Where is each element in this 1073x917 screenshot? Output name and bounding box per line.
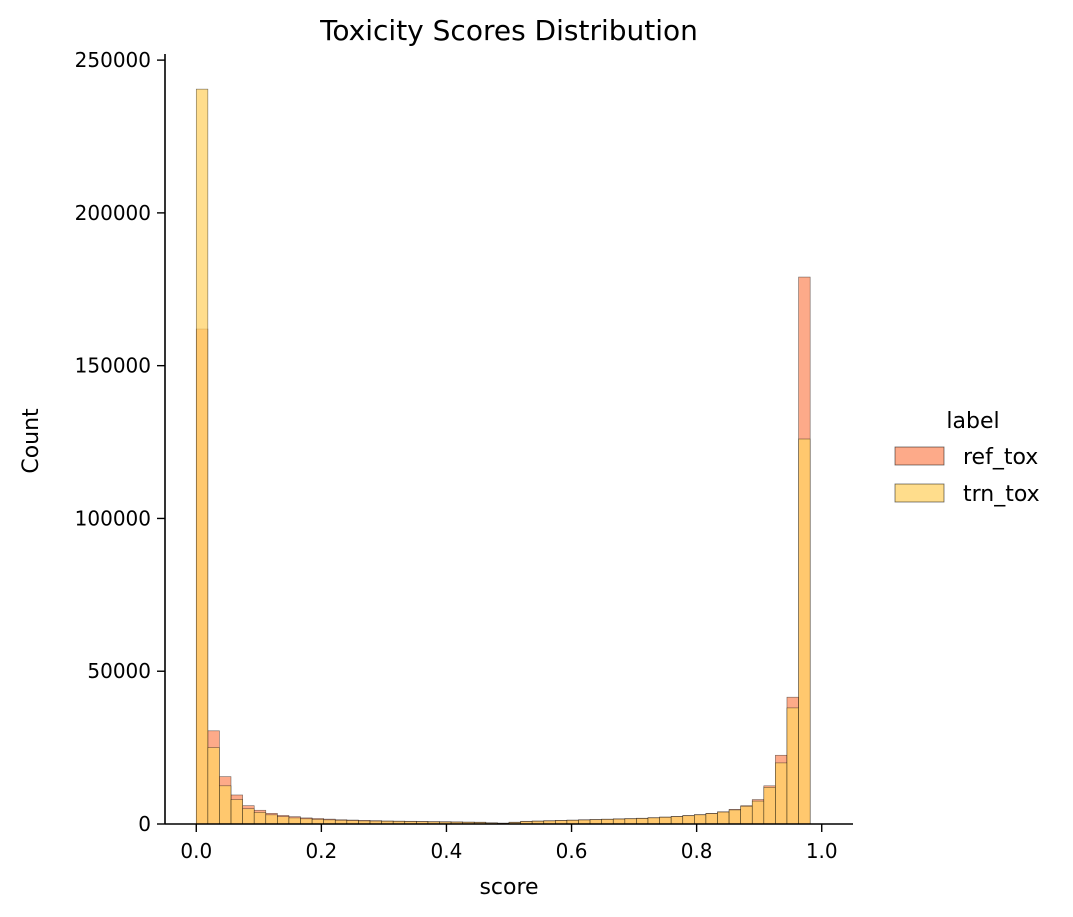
y-tick-label: 0 [138,812,151,836]
y-tick-label: 200000 [75,201,151,225]
x-tick-label: 0.0 [180,839,212,863]
legend-title: label [946,409,999,434]
bar-trn_tox [253,812,267,825]
bar-trn_tox [265,814,278,825]
bar-trn_tox [659,816,672,825]
bar-trn_tox [207,747,220,825]
legend-swatch-ref_tox [894,446,945,466]
bar-trn_tox [694,814,707,825]
bar-trn_tox [705,813,718,825]
y-ticks-group: 0 50000 100000 150000 200000 250000 [75,48,165,836]
bar-trn_tox [647,817,660,825]
legend-label-ref_tox: ref_tox [963,445,1038,470]
bar-trn_tox [717,811,730,825]
bar-trn_tox [682,815,695,825]
bars-group [195,88,811,825]
y-axis-label: Count [19,408,44,474]
bar-trn_tox [636,818,649,825]
y-tick-label: 150000 [75,354,151,378]
bar-trn_tox [219,785,232,825]
bar-trn_tox [728,809,741,825]
x-ticks-group: 0.0 0.2 0.4 0.6 0.8 1.0 [180,824,838,863]
bar-trn_tox [798,438,811,825]
bar-trn_tox [786,707,799,825]
x-tick-label: 0.8 [681,839,713,863]
y-tick-label: 100000 [75,506,151,530]
x-axis-label: score [479,875,538,900]
legend: label ref_tox trn_tox [894,409,1040,507]
bar-trn_tox [195,88,209,825]
bar-trn_tox [740,805,753,825]
bar-trn_tox [277,816,290,825]
bar-trn_tox [242,808,255,825]
bar-trn_tox [775,762,788,825]
y-tick-label: 50000 [87,659,151,683]
bar-trn_tox [763,787,776,825]
axes-group [164,54,853,825]
bar-trn_tox [670,816,684,825]
x-tick-label: 0.4 [431,839,463,863]
x-tick-label: 1.0 [806,839,838,863]
x-tick-label: 0.6 [556,839,588,863]
legend-swatch-trn_tox [894,483,945,503]
x-tick-label: 0.2 [305,839,337,863]
bar-trn_tox [288,817,301,825]
chart-title: Toxicity Scores Distribution [319,14,698,47]
bar-trn_tox [230,799,243,825]
y-tick-label: 250000 [75,48,151,72]
bar-trn_tox [751,800,765,825]
legend-label-trn_tox: trn_tox [963,482,1040,507]
